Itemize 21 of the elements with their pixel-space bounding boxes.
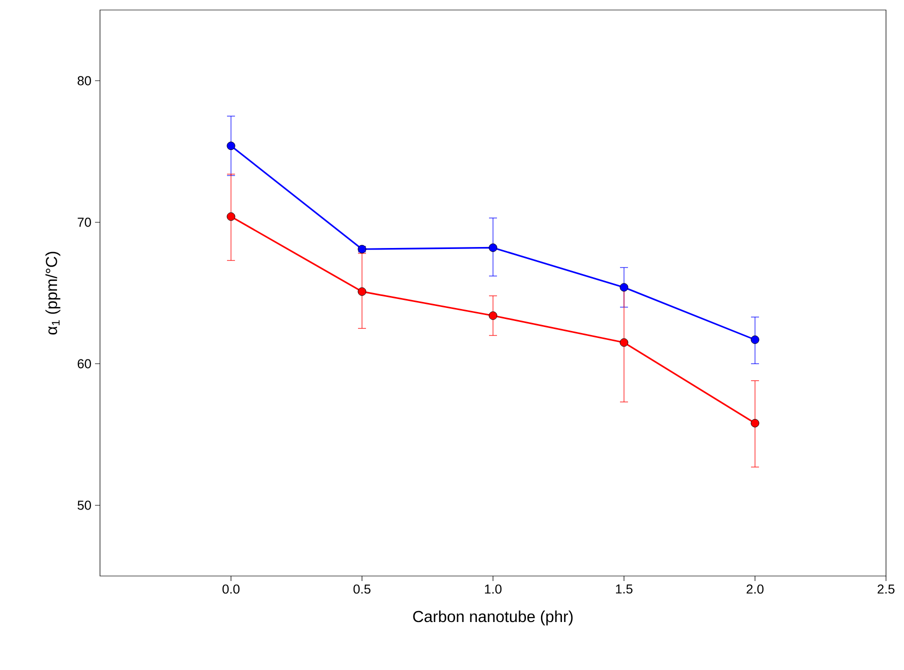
- x-tick-label: 2.5: [878, 584, 894, 594]
- x-tick-label: 0.0: [222, 584, 240, 594]
- y-axis-title: α$_{1}$ (ppm/°C): [45, 252, 60, 334]
- x-tick-label: 0.5: [354, 584, 370, 594]
- x-tick-label: 2.0: [746, 584, 764, 594]
- point: [358, 287, 366, 296]
- point: [488, 243, 498, 252]
- point: [620, 283, 628, 292]
- point: [226, 212, 236, 221]
- point: [226, 142, 236, 150]
- x-axis-title: Carbon nanotube (phr): [413, 610, 573, 626]
- y-tick-label: 70: [78, 218, 91, 227]
- x-tick-label: 1.0: [484, 584, 502, 594]
- point: [620, 338, 628, 347]
- y-tick-label: 60: [78, 359, 91, 368]
- y-tick-label: 50: [78, 500, 91, 510]
- point: [750, 418, 760, 428]
- x-tick-label: 1.5: [616, 584, 632, 594]
- point: [488, 311, 498, 320]
- point: [750, 335, 760, 344]
- y-tick-label: 80: [78, 76, 91, 86]
